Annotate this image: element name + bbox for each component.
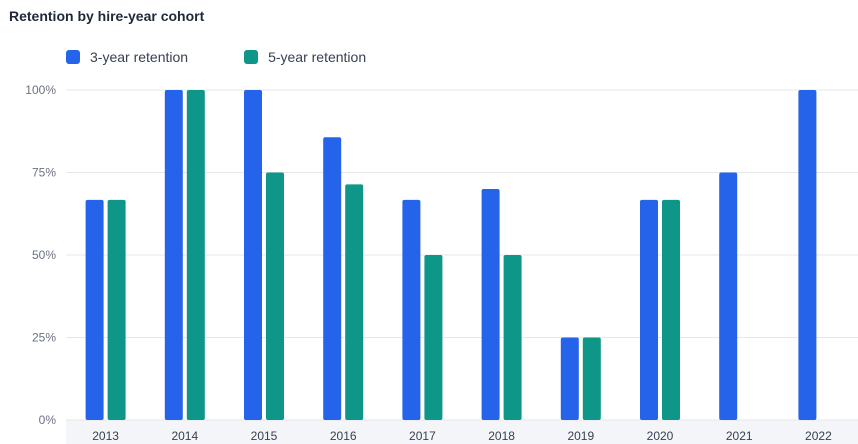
legend-swatch-3-year: [66, 50, 80, 64]
chart-title: Retention by hire-year cohort: [9, 8, 205, 24]
bar-5yr-2016: [345, 184, 364, 420]
bar-3yr-2022: [798, 90, 817, 420]
legend-label-5-year: 5-year retention: [268, 49, 367, 65]
bar-5yr-2017: [424, 255, 443, 420]
bar-3yr-2020: [640, 199, 658, 420]
bar-3yr-2014: [164, 90, 183, 420]
bar-3yr-2015: [244, 90, 262, 420]
x-tick-label-2014: 2014: [171, 429, 198, 443]
x-tick-label-2019: 2019: [567, 429, 594, 443]
x-axis-band: [66, 420, 858, 444]
bar-3yr-2021: [719, 172, 738, 420]
bar-3yr-2013: [85, 199, 104, 420]
x-tick-label-2015: 2015: [251, 429, 278, 443]
legend-swatch-5-year: [244, 50, 259, 64]
x-tick-label-2016: 2016: [330, 429, 357, 443]
bar-3yr-2016: [323, 137, 342, 420]
x-tick-label-2020: 2020: [647, 429, 674, 443]
legend-item-5-year[interactable]: 5-year retention: [244, 49, 366, 65]
x-tick-label-2017: 2017: [409, 429, 436, 443]
x-tick-label-2021: 2021: [726, 429, 753, 443]
bar-5yr-2013: [107, 199, 126, 420]
bar-3yr-2019: [560, 337, 579, 420]
bar-5yr-2020: [662, 199, 680, 420]
y-tick-label-75: 75%: [32, 166, 56, 180]
x-tick-label-2018: 2018: [488, 429, 515, 443]
y-tick-label-100: 100%: [25, 83, 56, 97]
bar-3yr-2018: [481, 189, 500, 420]
x-tick-label-2013: 2013: [92, 429, 119, 443]
x-tick-label-2022: 2022: [805, 429, 832, 443]
bar-5yr-2014: [186, 90, 205, 420]
y-tick-label-0: 0%: [39, 413, 57, 427]
bar-3yr-2017: [402, 199, 421, 420]
legend: 3-year retention 5-year retention: [66, 49, 422, 65]
y-tick-label-25: 25%: [32, 331, 56, 345]
legend-item-3-year[interactable]: 3-year retention: [66, 49, 188, 65]
bar-5yr-2018: [503, 255, 522, 420]
bar-5yr-2019: [582, 337, 601, 420]
bar-5yr-2015: [266, 172, 284, 420]
y-tick-label-50: 50%: [32, 248, 56, 262]
legend-label-3-year: 3-year retention: [90, 49, 189, 65]
